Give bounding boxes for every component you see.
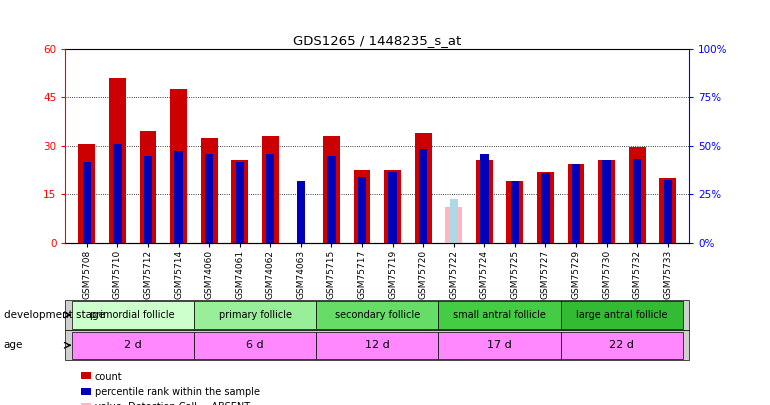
Bar — [480, 154, 488, 243]
Bar — [415, 133, 431, 243]
Bar — [629, 147, 645, 243]
Bar — [144, 156, 152, 243]
Bar — [353, 170, 370, 243]
Bar — [316, 332, 438, 359]
Text: 2 d: 2 d — [124, 340, 142, 350]
Text: primary follicle: primary follicle — [219, 310, 292, 320]
Bar — [358, 177, 367, 243]
Bar — [438, 301, 561, 328]
Bar — [438, 332, 561, 359]
Bar — [236, 162, 244, 243]
Bar — [507, 181, 524, 243]
Bar — [537, 172, 554, 243]
Bar — [296, 181, 305, 243]
Bar — [567, 164, 584, 243]
Text: 6 d: 6 d — [246, 340, 264, 350]
Bar — [323, 136, 340, 243]
Text: value, Detection Call = ABSENT: value, Detection Call = ABSENT — [95, 403, 249, 405]
Bar — [79, 144, 95, 243]
Bar — [72, 301, 194, 328]
Bar — [384, 170, 401, 243]
Text: age: age — [4, 340, 23, 350]
Bar — [602, 160, 611, 243]
Bar — [72, 332, 194, 359]
Text: large antral follicle: large antral follicle — [576, 310, 668, 320]
Bar — [561, 332, 683, 359]
Bar — [194, 301, 316, 328]
Bar — [450, 199, 458, 243]
Bar — [316, 301, 438, 328]
Bar — [633, 159, 641, 243]
Bar — [659, 178, 676, 243]
Bar — [541, 173, 550, 243]
Bar — [139, 131, 156, 243]
Bar — [113, 144, 122, 243]
Text: small antral follicle: small antral follicle — [454, 310, 546, 320]
Bar — [445, 207, 462, 243]
Title: GDS1265 / 1448235_s_at: GDS1265 / 1448235_s_at — [293, 34, 461, 47]
Bar — [266, 154, 274, 243]
Text: secondary follicle: secondary follicle — [335, 310, 420, 320]
Bar — [388, 172, 397, 243]
Bar — [572, 164, 581, 243]
Text: 12 d: 12 d — [365, 340, 390, 350]
Bar — [561, 301, 683, 328]
Bar — [174, 151, 182, 243]
Bar — [262, 136, 279, 243]
Bar — [327, 156, 336, 243]
Bar — [170, 89, 187, 243]
Bar — [419, 149, 427, 243]
Bar — [664, 180, 672, 243]
Text: percentile rank within the sample: percentile rank within the sample — [95, 387, 259, 397]
Text: primordial follicle: primordial follicle — [90, 310, 175, 320]
Bar — [511, 181, 519, 243]
Bar — [201, 138, 218, 243]
Bar — [194, 332, 316, 359]
Bar — [598, 160, 615, 243]
Text: 22 d: 22 d — [609, 340, 634, 350]
Bar — [82, 162, 91, 243]
Bar — [476, 160, 493, 243]
Bar — [205, 154, 213, 243]
Text: development stage: development stage — [4, 310, 105, 320]
Bar — [109, 78, 126, 243]
Text: 17 d: 17 d — [487, 340, 512, 350]
Bar — [231, 160, 248, 243]
Text: count: count — [95, 372, 122, 382]
